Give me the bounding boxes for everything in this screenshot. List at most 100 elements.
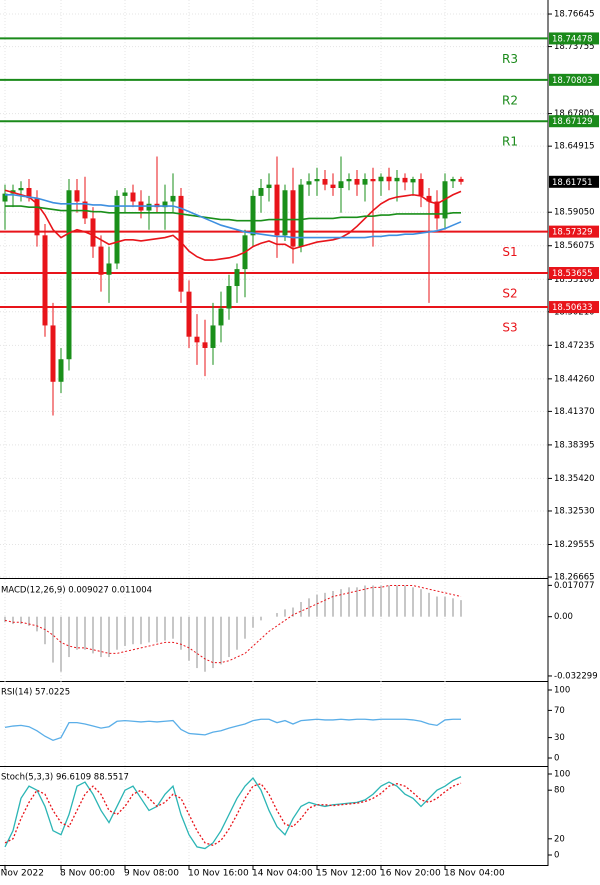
candle-body	[298, 184, 304, 247]
time-label: 10 Nov 16:00	[188, 869, 249, 879]
y-tick-label: 20	[554, 834, 565, 844]
candle-body	[202, 342, 208, 348]
candle-body	[386, 176, 392, 182]
candle-body	[2, 193, 8, 202]
level-label-box	[549, 32, 599, 45]
time-label: 16 Nov 20:00	[380, 869, 441, 879]
indicator-line	[5, 205, 461, 222]
level-label: 18.70803	[552, 76, 593, 86]
y-tick-label: 80	[554, 786, 565, 796]
level-name: R2	[502, 93, 518, 107]
level-label-box	[549, 225, 599, 238]
candle-body	[74, 190, 80, 202]
candle-body	[234, 269, 240, 287]
time-label: 9 Nov 08:00	[124, 869, 179, 879]
indicator-line	[5, 193, 462, 239]
level-label: 18.57329	[552, 228, 593, 238]
candle-body	[322, 178, 328, 185]
level-name: S3	[502, 321, 517, 335]
y-tick-label: 0.017077	[554, 581, 595, 591]
candle-body	[178, 195, 184, 292]
y-tick-label: 18.64915	[554, 142, 595, 152]
level-label: 18.53655	[552, 269, 593, 279]
candle-body	[106, 263, 112, 275]
y-tick-label: 18.44260	[554, 374, 595, 384]
candle-body	[282, 190, 288, 236]
y-tick-label: 18.67805	[554, 109, 595, 119]
level-name: R3	[502, 52, 518, 66]
time-label: 8 Nov 00:00	[60, 869, 115, 879]
candle-body	[58, 359, 64, 382]
y-tick-label: 18.53100	[554, 275, 595, 285]
y-tick-label: 0.00	[554, 612, 573, 622]
indicator-line	[4, 189, 462, 261]
panel-title: Stoch(5,3,3) 96.6109 88.5517	[1, 773, 129, 783]
candle-body	[18, 188, 24, 191]
candle-body	[314, 178, 320, 182]
candle-body	[450, 178, 456, 182]
candle-body	[354, 178, 360, 185]
candle-body	[434, 201, 440, 219]
time-label: 15 Nov 12:00	[316, 869, 377, 879]
candle-body	[266, 184, 272, 189]
y-tick-label: -0.032299	[554, 671, 598, 681]
indicator-line	[4, 718, 462, 742]
y-tick-label: 18.59050	[554, 208, 595, 218]
candle-body	[66, 190, 72, 360]
y-tick-label: 0	[554, 754, 559, 764]
y-tick-label: 100	[554, 770, 570, 780]
level-label-box	[549, 301, 599, 314]
time-label: 14 Nov 04:00	[252, 869, 313, 879]
y-tick-label: 30	[554, 733, 565, 743]
candle-body	[458, 178, 464, 182]
candle-body	[290, 190, 296, 247]
candle-body	[26, 188, 32, 199]
level-name: S2	[502, 287, 517, 301]
level-name: S1	[502, 245, 517, 259]
candle-body	[378, 176, 384, 182]
y-tick-label: 18.76645	[554, 10, 595, 20]
candle-body	[370, 178, 376, 182]
panel-title: RSI(14) 57.0225	[1, 688, 70, 698]
y-tick-label: 18.32530	[554, 506, 595, 516]
candle-body	[226, 286, 232, 309]
y-tick-label: 18.29555	[554, 540, 595, 550]
indicator-line	[4, 782, 462, 846]
candle-body	[330, 184, 336, 189]
candle-body	[194, 336, 200, 343]
y-tick-label: 18.35420	[554, 474, 595, 484]
candle-body	[50, 325, 56, 382]
candle-body	[170, 195, 176, 202]
candle-body	[114, 195, 120, 264]
candle-body	[130, 192, 136, 202]
last-price-label: 18.61751	[552, 178, 593, 188]
candle-body	[162, 201, 168, 208]
candle-body	[426, 195, 432, 202]
level-label-box	[549, 267, 599, 280]
candle-body	[338, 181, 344, 189]
panel-title: MACD(12,26,9) 0.009027 0.011004	[1, 586, 152, 596]
time-label: 7 Nov 2022	[0, 869, 44, 879]
level-label: 18.50633	[552, 303, 593, 313]
candle-body	[90, 218, 96, 247]
y-tick-label: 18.73755	[554, 42, 595, 52]
candle-body	[258, 188, 264, 196]
last-price-box	[549, 175, 599, 188]
candle-body	[42, 235, 48, 326]
candle-body	[146, 203, 152, 211]
candle-body	[250, 195, 256, 236]
candle-body	[98, 246, 104, 275]
candle-body	[186, 291, 192, 337]
y-tick-label: 18.38395	[554, 440, 595, 450]
candle-body	[362, 178, 368, 185]
level-name: R1	[502, 135, 518, 149]
candle-body	[218, 308, 224, 326]
candle-body	[346, 178, 352, 182]
y-tick-label: 100	[554, 686, 570, 696]
candle-body	[274, 184, 280, 236]
candle-body	[122, 192, 128, 196]
candle-body	[394, 177, 400, 182]
y-tick-label: 18.26665	[554, 573, 595, 583]
